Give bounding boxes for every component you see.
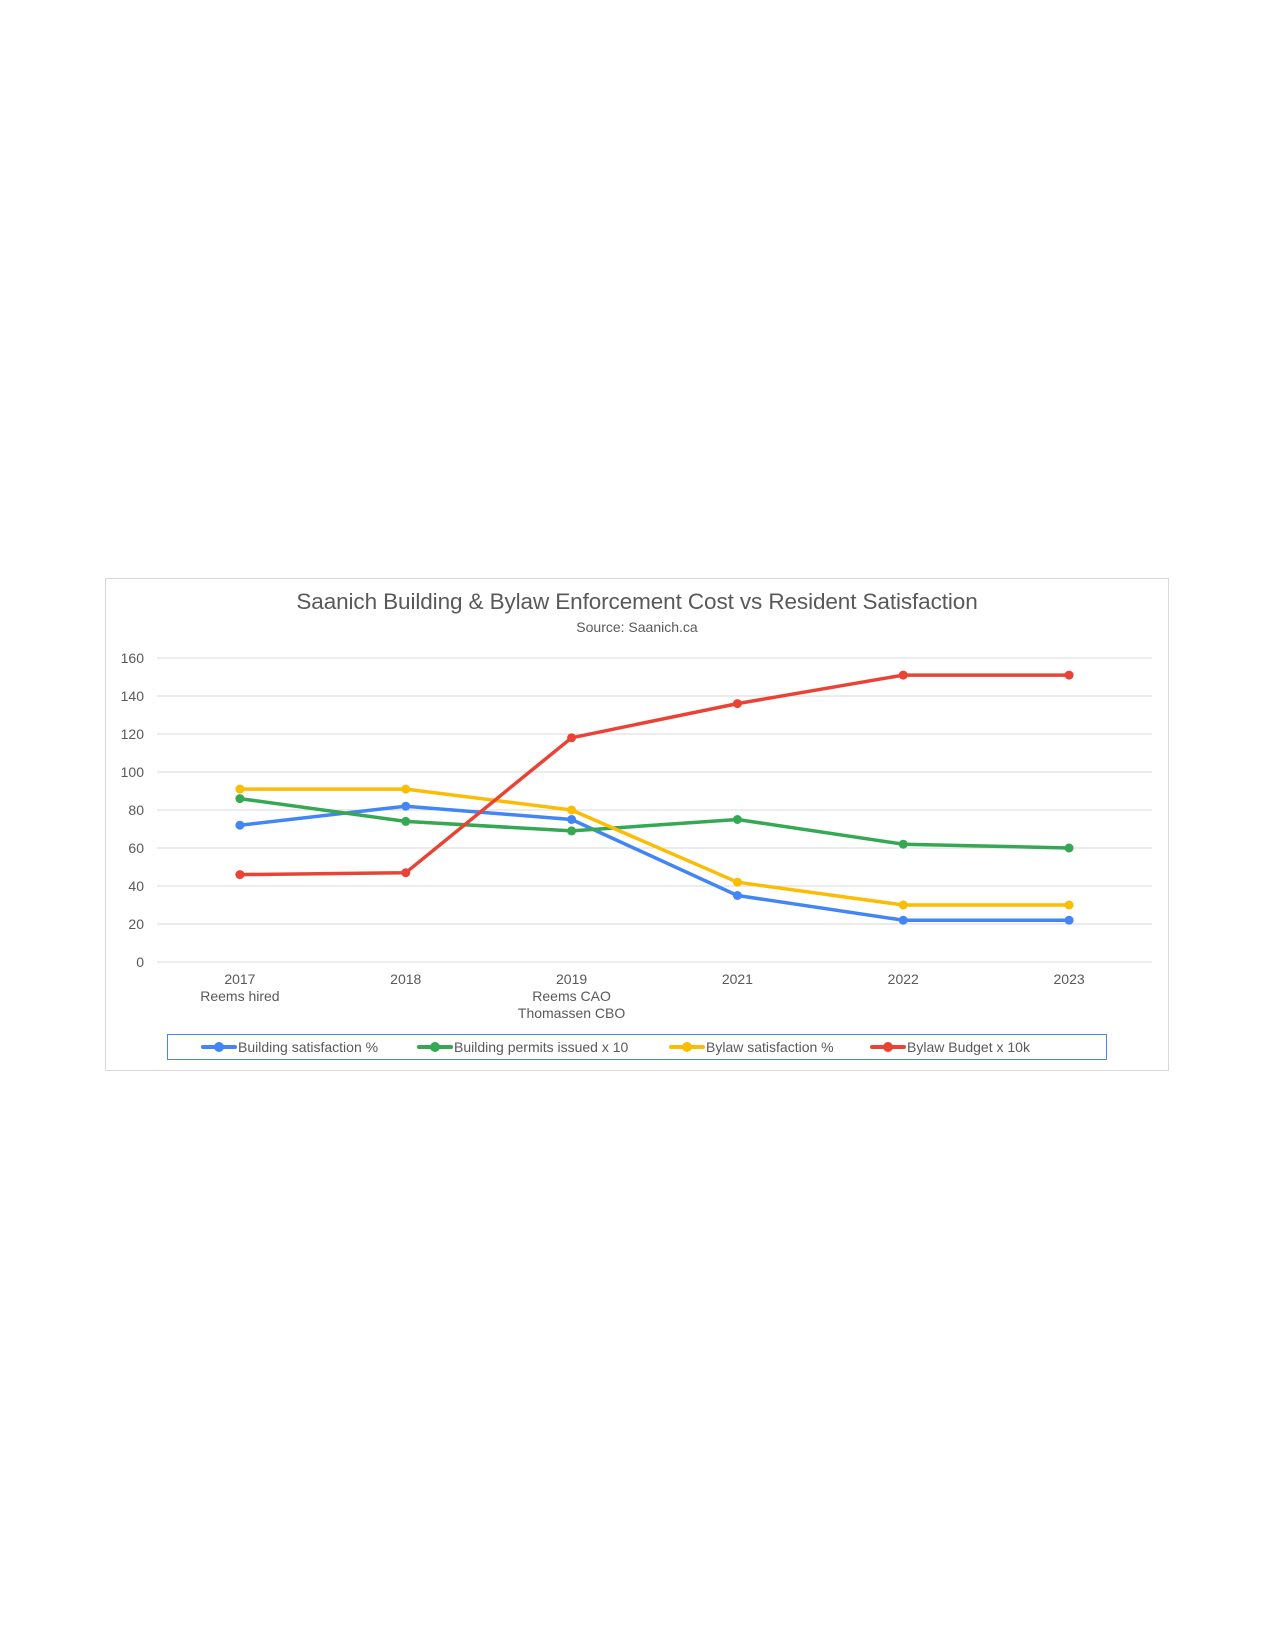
- data-point-marker: [1064, 843, 1074, 853]
- data-point-marker: [898, 839, 908, 849]
- data-point-marker: [401, 816, 411, 826]
- series-line: [238, 787, 1071, 907]
- legend-label: Building permits issued x 10: [454, 1039, 629, 1055]
- legend-line-marker-icon: [669, 1041, 705, 1053]
- data-point-marker: [732, 891, 742, 900]
- data-point-marker: [1064, 670, 1074, 680]
- x-tick-label: 2019 Reems CAO Thomassen CBO: [518, 971, 625, 1021]
- x-tick-label: 2018: [390, 971, 421, 987]
- data-point-marker: [898, 670, 908, 680]
- legend-item: Bylaw Budget x 10k: [870, 1035, 1030, 1059]
- data-point-marker: [567, 805, 577, 815]
- series-line: [238, 673, 1071, 877]
- chart-title: Saanich Building & Bylaw Enforcement Cos…: [296, 589, 978, 614]
- legend-label: Bylaw Budget x 10k: [907, 1039, 1030, 1055]
- data-point-marker: [235, 820, 245, 830]
- chart-frame: Saanich Building & Bylaw Enforcement Cos…: [105, 578, 1169, 1071]
- y-tick-label: 160: [121, 650, 145, 666]
- gridlines: 0 20 40 60 80 100 120 140 160: [121, 650, 1152, 970]
- data-point-marker: [567, 733, 577, 743]
- plot-area: 0 20 40 60 80 100 120 140 160 2017 Reems hired 2018…: [121, 650, 1152, 1021]
- series-line: [238, 804, 1071, 922]
- x-tick-label: 2023: [1054, 971, 1085, 987]
- legend-line-marker-icon: [417, 1041, 453, 1053]
- series-bylaw-budget-x-10k: [235, 670, 1074, 880]
- y-tick-label: 100: [121, 764, 145, 780]
- y-tick-label: 60: [128, 840, 144, 856]
- legend-line-marker-icon: [870, 1041, 906, 1053]
- data-point-marker: [898, 900, 908, 910]
- series-building-permits-issued-x-10: [235, 794, 1074, 853]
- data-point-marker: [732, 699, 742, 709]
- data-point-marker: [401, 801, 411, 811]
- x-tick-label: 2021: [722, 971, 753, 987]
- chart-legend: Building satisfaction % Building permits …: [167, 1034, 1107, 1060]
- legend-item: Building satisfaction %: [201, 1035, 378, 1059]
- x-axis-labels: 2017 Reems hired 2018 2019 Reems CAO Thomasse…: [200, 971, 1085, 1021]
- y-tick-label: 0: [136, 954, 144, 970]
- x-tick-label: 2022: [888, 971, 919, 987]
- y-tick-label: 20: [128, 916, 144, 932]
- data-point-marker: [235, 794, 245, 804]
- y-tick-label: 40: [128, 878, 144, 894]
- y-tick-label: 80: [128, 802, 144, 818]
- data-point-marker: [732, 815, 742, 824]
- chart-subtitle: Source: Saanich.ca: [576, 619, 698, 635]
- y-tick-label: 140: [121, 688, 145, 704]
- data-point-marker: [567, 815, 577, 824]
- legend-item: Bylaw satisfaction %: [669, 1035, 834, 1059]
- data-point-marker: [1064, 900, 1074, 910]
- data-point-marker: [1064, 915, 1074, 925]
- legend-item: Building permits issued x 10: [417, 1035, 628, 1059]
- series-building-satisfaction: [235, 801, 1074, 925]
- legend-label: Bylaw satisfaction %: [706, 1039, 834, 1055]
- data-point-marker: [567, 826, 577, 836]
- data-point-marker: [401, 868, 411, 878]
- y-tick-label: 120: [121, 726, 145, 742]
- series-bylaw-satisfaction: [235, 784, 1074, 910]
- x-tick-label: 2017 Reems hired: [200, 971, 279, 1004]
- data-point-marker: [401, 784, 411, 794]
- data-point-marker: [235, 870, 245, 880]
- legend-label: Building satisfaction %: [238, 1039, 379, 1055]
- data-point-marker: [732, 877, 742, 887]
- data-point-marker: [898, 915, 908, 925]
- series-line: [238, 796, 1071, 850]
- legend-line-marker-icon: [201, 1041, 237, 1053]
- data-point-marker: [235, 784, 245, 794]
